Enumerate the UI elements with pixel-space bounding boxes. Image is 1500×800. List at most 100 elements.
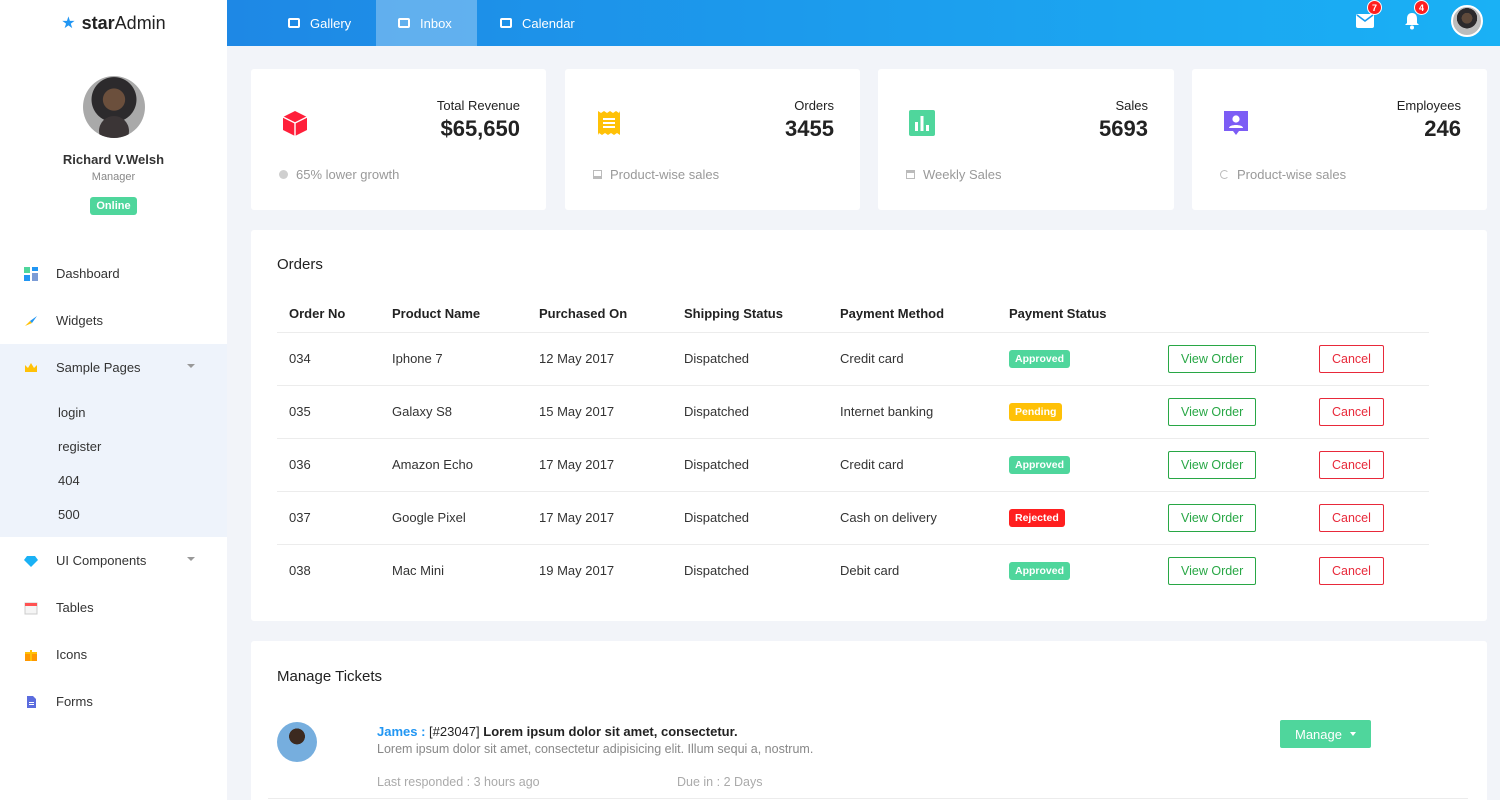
sidebar-item-label: Dashboard (56, 266, 120, 281)
ticket-id: [#23047] (429, 724, 480, 739)
stat-value: $65,650 (440, 116, 520, 141)
view-order-button[interactable]: View Order (1168, 397, 1257, 426)
col-shipping-status: Shipping Status (672, 296, 828, 333)
sidebar-nav: Dashboard Widgets Sample Pages login reg… (0, 250, 227, 725)
stat-card-employees: Employees 246 Product-wise sales (1192, 69, 1487, 210)
bar-chart-icon (909, 110, 935, 136)
ticket-divider (268, 798, 1468, 799)
table-row: 035 Galaxy S8 15 May 2017 Dispatched Int… (277, 385, 1429, 439)
crown-icon (24, 361, 38, 375)
cancel-button[interactable]: Cancel (1319, 503, 1384, 532)
sidebar-item-widgets[interactable]: Widgets (0, 297, 227, 344)
view-order-button[interactable]: View Order (1168, 556, 1257, 585)
cell-date: 15 May 2017 (527, 385, 672, 439)
view-order-button[interactable]: View Order (1168, 450, 1257, 479)
gallery-icon (288, 18, 300, 28)
col-order-no: Order No (277, 296, 380, 333)
cell-shipping: Dispatched (672, 491, 828, 545)
table-row: 034 Iphone 7 12 May 2017 Dispatched Cred… (277, 332, 1429, 386)
cell-status: Rejected (997, 491, 1156, 545)
ticket-due: Due in : 2 Days (677, 775, 762, 789)
col-payment-method: Payment Method (828, 296, 997, 333)
submenu-item-register[interactable]: register (58, 438, 102, 454)
profile-avatar[interactable] (82, 76, 145, 138)
stat-value: 246 (1424, 116, 1461, 141)
cancel-button[interactable]: Cancel (1319, 450, 1384, 479)
stat-value: 5693 (1099, 116, 1148, 141)
sidebar-item-sample-pages[interactable]: Sample Pages (0, 344, 227, 391)
calendar-small-icon (906, 170, 915, 179)
submenu-item-500[interactable]: 500 (58, 506, 80, 522)
user-avatar[interactable] (1451, 5, 1483, 37)
tab-inbox[interactable]: Inbox (376, 0, 477, 46)
cell-status: Pending (997, 385, 1156, 439)
status-badge: Approved (1009, 349, 1071, 368)
view-order-button[interactable]: View Order (1168, 344, 1257, 373)
ticket-body: Lorem ipsum dolor sit amet, consectetur … (377, 742, 814, 756)
status-badge: Pending (1009, 402, 1063, 421)
cancel-button[interactable]: Cancel (1319, 397, 1384, 426)
ticket-author[interactable]: James : (377, 724, 426, 739)
cell-view: View Order (1156, 385, 1307, 439)
cancel-button[interactable]: Cancel (1319, 556, 1384, 585)
stat-footnote: Product-wise sales (1220, 167, 1346, 182)
inbox-icon (398, 18, 410, 28)
profile-role: Manager (91, 171, 136, 183)
cube-icon (282, 111, 308, 136)
sidebar-item-label: Tables (56, 600, 94, 615)
orders-card: Orders Order No Product Name Purchased O… (251, 230, 1487, 621)
footnote-text: Product-wise sales (610, 167, 720, 182)
cell-product: Galaxy S8 (380, 385, 527, 439)
sidebar-item-forms[interactable]: Forms (0, 678, 227, 725)
tab-calendar[interactable]: Calendar (500, 0, 590, 46)
last-responded-value: 3 hours ago (473, 775, 540, 789)
cell-method: Debit card (840, 563, 900, 579)
cancel-button[interactable]: Cancel (1319, 344, 1384, 373)
tickets-title: Manage Tickets (277, 668, 383, 685)
status-badge: Online (90, 197, 137, 215)
cell-order-no: 038 (289, 563, 311, 579)
chevron-down-icon (1349, 732, 1356, 736)
manage-button[interactable]: Manage (1280, 720, 1371, 748)
submenu-item-404[interactable]: 404 (58, 472, 80, 488)
submenu-item-login[interactable]: login (58, 404, 86, 420)
chevron-down-icon (187, 557, 195, 561)
cell-order-no: 035 (277, 385, 380, 439)
cell-view: View Order (1156, 332, 1307, 386)
mail-button[interactable]: 7 (1354, 0, 1382, 32)
chevron-down-icon (187, 364, 195, 368)
tab-gallery[interactable]: Gallery (288, 0, 365, 46)
cell-view: View Order (1156, 438, 1307, 492)
diamond-icon (24, 554, 38, 568)
cell-shipping: Dispatched (672, 332, 828, 386)
widgets-icon (24, 314, 38, 328)
orders-title: Orders (277, 256, 323, 273)
due-label: Due in : (677, 775, 721, 789)
brand-logo[interactable]: ★ star Admin (0, 0, 227, 46)
cell-order-no: 034 (277, 332, 380, 386)
cell-product: Iphone 7 (380, 332, 527, 386)
receipt-icon (598, 111, 620, 135)
col-view-action (1156, 296, 1307, 333)
view-order-button[interactable]: View Order (1168, 503, 1257, 532)
cell-product: Google Pixel (380, 491, 527, 545)
cell-product: Amazon Echo (380, 438, 527, 492)
sidebar-item-tables[interactable]: Tables (0, 584, 227, 631)
sidebar-item-label: UI Components (56, 553, 147, 568)
cell-date: 12 May 2017 (527, 332, 672, 386)
sidebar-item-ui-components[interactable]: UI Components (0, 537, 227, 584)
cell-cancel: Cancel (1307, 332, 1429, 386)
bookmark-icon (593, 170, 602, 179)
notifications-button[interactable]: 4 (1401, 0, 1429, 32)
sidebar-item-dashboard[interactable]: Dashboard (0, 250, 227, 297)
cell-cancel: Cancel (1307, 491, 1429, 545)
cell-method: Credit card (828, 332, 997, 386)
ticket-subject: Lorem ipsum dolor sit amet, consectetur. (483, 724, 738, 739)
brand-prefix: star (81, 12, 115, 33)
profile-name: Richard V.Welsh (62, 152, 165, 167)
status-badge: Rejected (1009, 508, 1065, 527)
tickets-card: Manage Tickets James : [#23047] Lorem ip… (251, 641, 1487, 800)
footnote-text: Weekly Sales (923, 167, 1002, 182)
sidebar-item-icons[interactable]: Icons (0, 631, 227, 678)
stat-footnote: Weekly Sales (906, 167, 1002, 182)
